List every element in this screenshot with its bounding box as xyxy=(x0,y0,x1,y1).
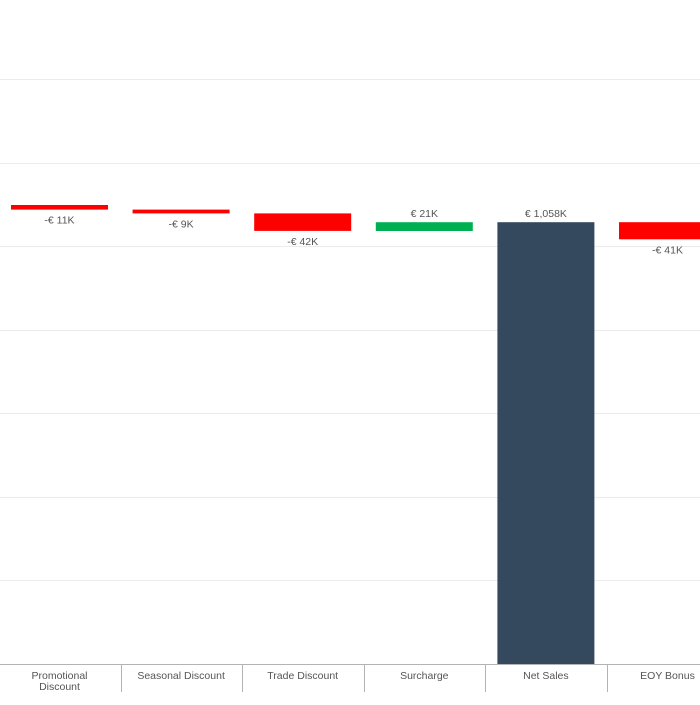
bars xyxy=(11,205,700,664)
x-tick-label: Trade Discount xyxy=(267,670,338,682)
x-axis: Promotional Discount Seasonal Discount Trad… xyxy=(0,664,700,693)
bar-eoy-bonus[interactable] xyxy=(619,222,700,240)
x-tick-label: Net Sales xyxy=(523,670,569,682)
x-tick-label-line: Promotional xyxy=(31,670,87,682)
x-tick-label-line: EOY Bonus xyxy=(640,670,695,682)
data-label: € 21K xyxy=(411,208,438,220)
x-tick-label-line: Net Sales xyxy=(523,670,569,682)
data-labels: -€ 11K -€ 9K -€ 42K € 21K € 1,058K -€ 41K xyxy=(44,208,683,256)
x-tick-label: Seasonal Discount xyxy=(137,670,225,682)
gridlines xyxy=(0,79,700,581)
data-label: € 1,058K xyxy=(525,208,567,220)
data-label: -€ 11K xyxy=(44,215,74,227)
bar-net-sales[interactable] xyxy=(497,222,595,664)
bar-trade-discount[interactable] xyxy=(254,213,352,231)
x-tick-label: EOY Bonus xyxy=(640,670,695,682)
data-label: -€ 9K xyxy=(169,218,194,230)
bar-surcharge[interactable] xyxy=(375,222,473,231)
x-tick-label: Surcharge xyxy=(400,670,449,682)
x-tick-label-line: Seasonal Discount xyxy=(137,670,225,682)
bar-seasonal-discount[interactable] xyxy=(132,209,230,214)
x-tick-label: Promotional Discount xyxy=(31,670,87,693)
data-label: -€ 42K xyxy=(287,236,318,248)
bar-promotional-discount[interactable] xyxy=(11,205,108,210)
x-tick-label-line: Surcharge xyxy=(400,670,449,682)
x-tick-label-line: Trade Discount xyxy=(267,670,338,682)
data-label: -€ 41K xyxy=(652,244,683,256)
x-tick-label-line: Discount xyxy=(39,681,80,693)
